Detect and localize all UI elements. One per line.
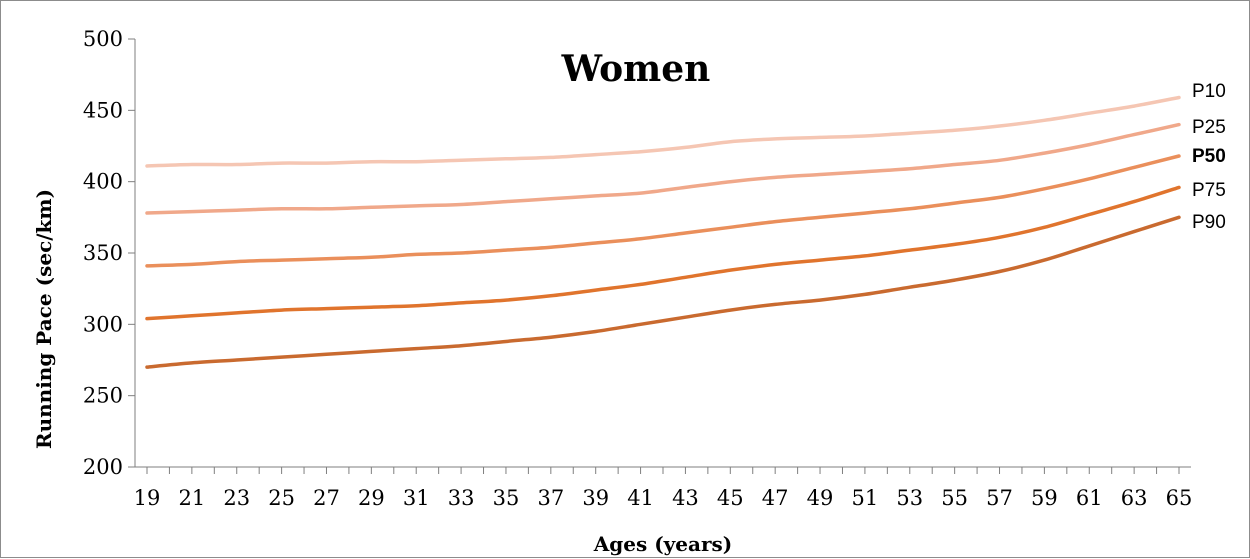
x-tick-label: 63	[1121, 486, 1148, 510]
x-tick-label: 41	[627, 486, 654, 510]
y-tick-label: 350	[83, 241, 123, 265]
x-tick-label: 27	[313, 486, 340, 510]
x-tick-label: 45	[717, 486, 744, 510]
series-line-p10	[145, 95, 1181, 168]
x-tick-label: 29	[358, 486, 385, 510]
x-tick-label: 31	[403, 486, 430, 510]
x-tick-label: 57	[986, 486, 1013, 510]
y-tick-label: 250	[83, 384, 123, 408]
x-tick-label: 43	[672, 486, 699, 510]
x-tick-label: 33	[448, 486, 475, 510]
series-line-p50	[145, 154, 1181, 268]
y-tick-label: 200	[83, 455, 123, 479]
x-tick-label: 65	[1166, 486, 1193, 510]
y-tick-label: 300	[83, 312, 123, 336]
series-label-p50: P50	[1192, 146, 1226, 167]
y-tick-label: 400	[83, 170, 123, 194]
series-line-p25	[145, 122, 1181, 215]
x-tick-label: 59	[1031, 486, 1058, 510]
x-tick-label: 49	[807, 486, 834, 510]
series-label-p75: P75	[1192, 180, 1226, 201]
series-label-p25: P25	[1192, 117, 1226, 138]
x-tick-label: 19	[134, 486, 161, 510]
series-line-p90	[145, 215, 1181, 369]
y-tick-label: 450	[83, 98, 123, 122]
x-axis-title: Ages (years)	[593, 532, 732, 556]
x-tick-label: 39	[582, 486, 609, 510]
x-tick-label: 35	[493, 486, 520, 510]
x-tick-label: 47	[762, 486, 789, 510]
x-tick-label: 21	[179, 486, 206, 510]
x-tick-label: 25	[268, 486, 295, 510]
x-tick-label: 23	[223, 486, 250, 510]
series-label-p10: P10	[1192, 81, 1226, 102]
series-line-p75	[145, 185, 1181, 321]
chart-title: Women	[561, 48, 711, 90]
x-tick-label: 37	[537, 486, 564, 510]
x-tick-label: 55	[941, 486, 968, 510]
x-tick-label: 51	[852, 486, 879, 510]
x-tick-label: 61	[1076, 486, 1103, 510]
x-tick-label: 53	[896, 486, 923, 510]
series-label-p90: P90	[1192, 212, 1226, 233]
y-axis-title: Running Pace (sec/km)	[32, 189, 56, 449]
y-tick-label: 500	[83, 27, 123, 51]
